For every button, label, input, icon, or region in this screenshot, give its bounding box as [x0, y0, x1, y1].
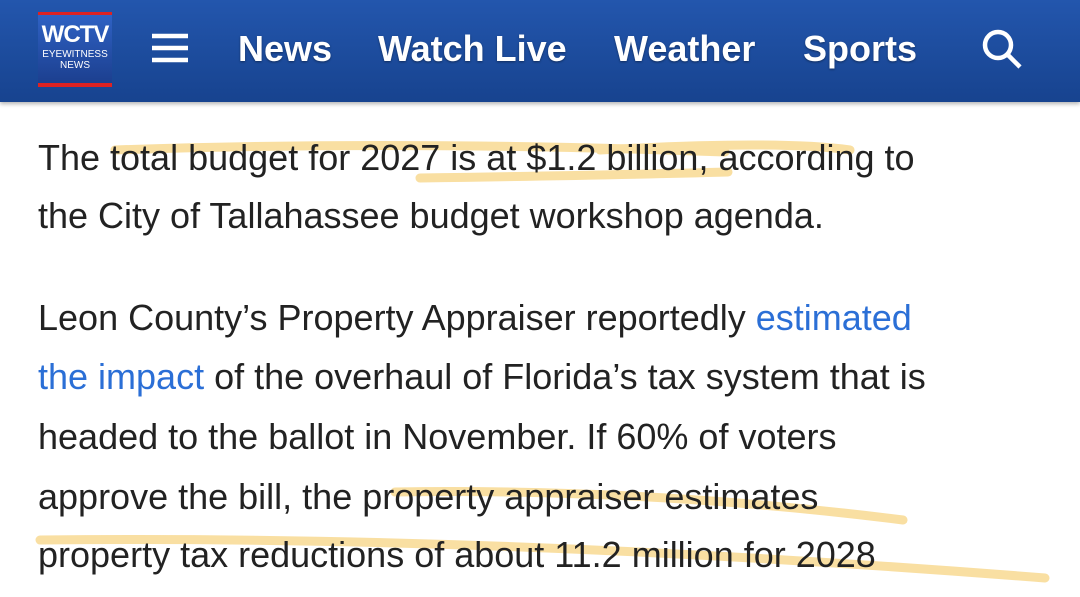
header: WCTV EYEWITNESS NEWS News Watch Live Wea…: [0, 0, 1080, 102]
text-line: headed to the ballot in November. If 60%…: [38, 416, 837, 457]
nav-item[interactable]: News: [238, 28, 333, 69]
menu-icon[interactable]: [152, 33, 188, 63]
icons: [152, 29, 1022, 69]
link[interactable]: estimated: [755, 297, 912, 338]
logo-line: EYEWITNESS: [42, 49, 108, 60]
highlight: [35, 534, 1050, 583]
highlight: [110, 140, 855, 183]
search-icon[interactable]: [982, 29, 1022, 69]
text-line: property tax reductions of about 11.2 mi…: [38, 534, 876, 575]
logo-name: WCTV: [41, 21, 110, 48]
text: of the overhaul of Florida’s tax system …: [204, 356, 926, 397]
nav-item[interactable]: Watch Live: [378, 28, 567, 69]
text-line: The total budget for 2027 is at $1.2 bil…: [38, 137, 915, 178]
text: Leon County’s Property Appraiser reporte…: [38, 297, 756, 338]
text-line: the City of Tallahassee budget workshop …: [38, 195, 824, 236]
link[interactable]: the impact: [38, 356, 205, 397]
nav-item[interactable]: Weather: [614, 28, 756, 69]
highlight: [390, 487, 908, 525]
logo[interactable]: WCTV EYEWITNESS NEWS: [38, 12, 112, 87]
nav-item[interactable]: Sports: [803, 28, 918, 69]
logo-line: NEWS: [60, 60, 90, 71]
text-line: Leon County’s Property Appraiser reporte…: [38, 296, 912, 340]
text-line: the impact of the overhaul of Florida’s …: [38, 355, 926, 399]
text-line: approve the bill, the property appraiser…: [38, 476, 819, 517]
